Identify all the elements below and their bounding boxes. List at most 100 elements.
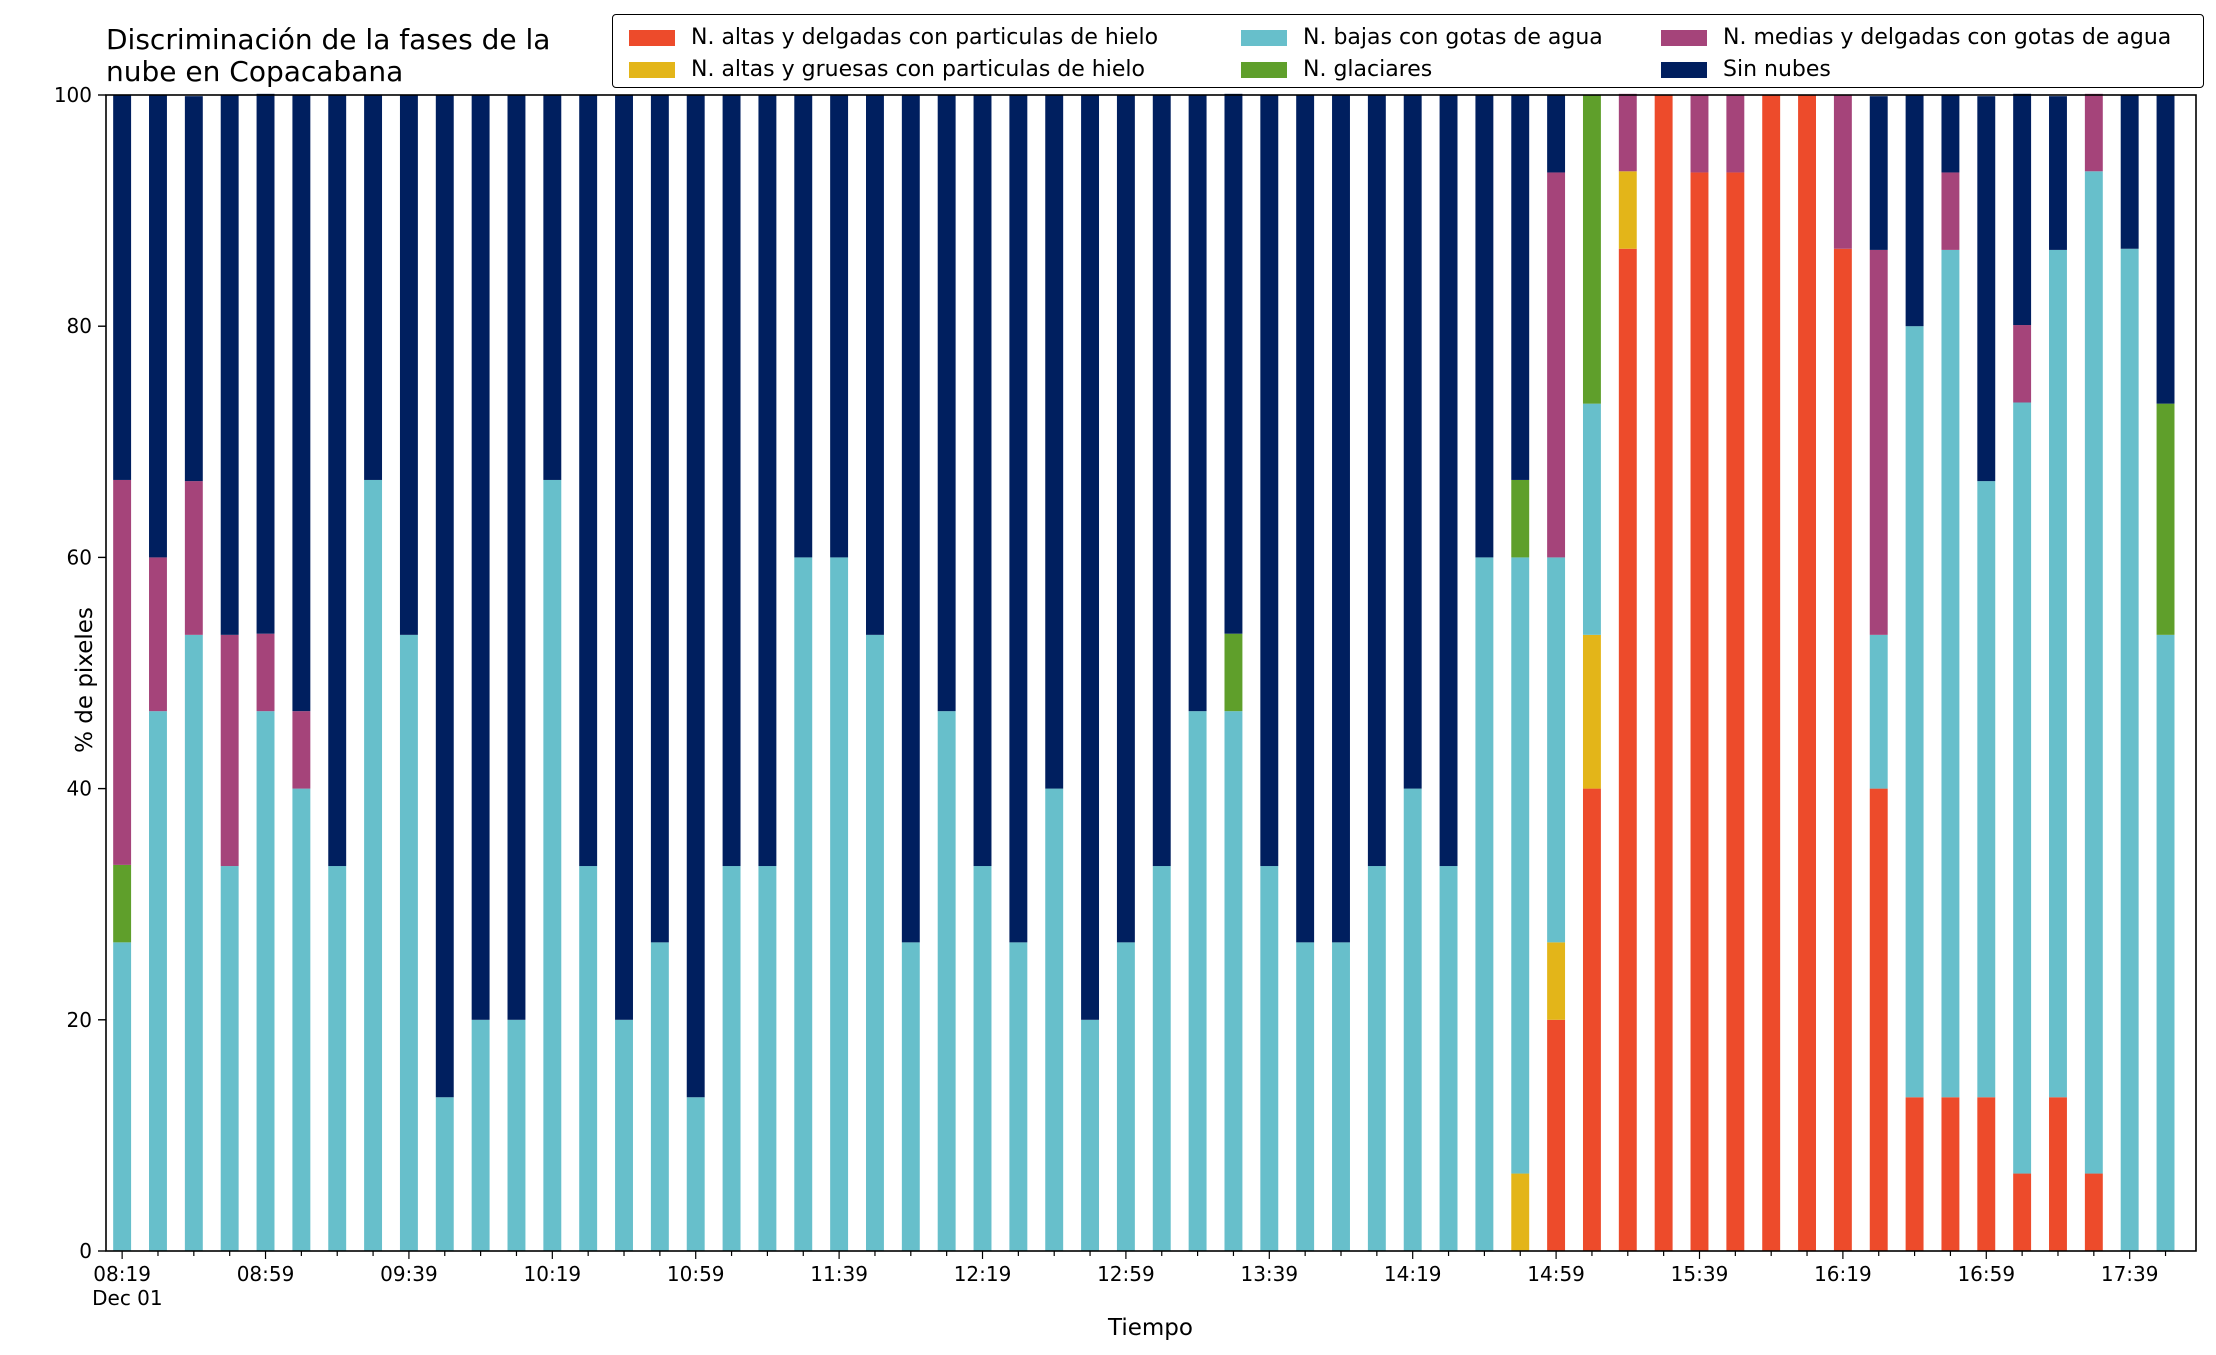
bar-segment-sin_nubes	[1547, 95, 1566, 173]
bar-segment-sin_nubes	[1439, 95, 1458, 867]
bar-segment-medias	[184, 481, 203, 635]
bar-segment-bajas	[1977, 481, 1996, 1098]
bar-segment-bajas	[2156, 634, 2175, 1251]
x-axis-label: Tiempo	[1108, 1315, 1193, 1341]
bar-segment-sin_nubes	[113, 95, 132, 480]
bar-segment-bajas	[1296, 942, 1315, 1251]
bar-segment-sin_nubes	[1009, 95, 1028, 943]
bar-segment-sin_nubes	[328, 95, 347, 867]
bar-segment-sin_nubes	[686, 95, 705, 1098]
legend-label: N. altas y delgadas con particulas de hi…	[691, 25, 1159, 50]
x-tick-label: 14:59	[1527, 1262, 1585, 1286]
legend-item-sin_nubes: Sin nubes	[1661, 57, 1831, 82]
bar-segment-altas_delgadas	[1547, 1019, 1566, 1251]
bar-segment-bajas	[1367, 866, 1386, 1251]
bar-segment-sin_nubes	[1045, 95, 1064, 789]
bar-segment-sin_nubes	[722, 95, 741, 867]
bar-segment-bajas	[1224, 711, 1243, 1251]
bar-segment-bajas	[184, 634, 203, 1251]
bar-segment-bajas	[543, 479, 562, 1251]
legend-swatch	[1241, 61, 1287, 78]
bar-segment-sin_nubes	[543, 95, 562, 480]
bar-segment-sin_nubes	[256, 93, 275, 634]
bar-segment-sin_nubes	[435, 95, 454, 1098]
x-tick-sublabel: Dec 01	[92, 1286, 163, 1310]
bar-segment-sin_nubes	[1224, 93, 1243, 634]
bar-segment-sin_nubes	[1367, 95, 1386, 867]
bar-segment-bajas	[1009, 942, 1028, 1251]
x-tick-label: 11:39	[810, 1262, 868, 1286]
bar-segment-altas_delgadas	[1869, 788, 1888, 1251]
bar-segment-medias	[1726, 95, 1745, 173]
bar-segment-altas_delgadas	[1977, 1097, 1996, 1251]
legend-item-medias: N. medias y delgadas con gotas de agua	[1661, 25, 2171, 50]
bar-segment-bajas	[399, 634, 418, 1251]
bar-segment-sin_nubes	[973, 95, 992, 867]
bar-segment-medias	[2084, 93, 2103, 172]
x-tick-label: 13:39	[1240, 1262, 1298, 1286]
bar-segment-bajas	[794, 557, 813, 1251]
bar-segment-sin_nubes	[579, 95, 598, 867]
bar-segment-bajas	[1260, 866, 1279, 1251]
x-tick-label: 08:59	[237, 1262, 295, 1286]
bar-segment-sin_nubes	[1511, 95, 1530, 480]
y-axis-label: % de pixeles	[71, 607, 98, 753]
legend-label: N. bajas con gotas de agua	[1303, 25, 1603, 50]
bar-segment-altas_delgadas	[1726, 172, 1745, 1252]
bar-segment-glaciares	[113, 864, 132, 943]
bar-segment-altas_gruesas	[1618, 171, 1637, 249]
bar-segment-sin_nubes	[1188, 95, 1207, 712]
bar-segment-medias	[113, 479, 132, 865]
x-tick-label: 16:19	[1814, 1262, 1872, 1286]
bar-segment-sin_nubes	[1116, 95, 1135, 943]
bar-segment-sin_nubes	[1260, 95, 1279, 867]
bar-segment-bajas	[1511, 557, 1530, 1174]
legend-item-bajas: N. bajas con gotas de agua	[1241, 25, 1603, 50]
bar-segment-medias	[1618, 93, 1637, 172]
bar-segment-medias	[1833, 95, 1852, 249]
legend-label: Sin nubes	[1723, 57, 1831, 82]
bar-segment-medias	[1941, 172, 1960, 250]
bar-segment-bajas	[686, 1097, 705, 1251]
bar-segment-sin_nubes	[901, 95, 920, 943]
legend-item-altas_delgadas: N. altas y delgadas con particulas de hi…	[629, 25, 1158, 50]
legend-item-glaciares: N. glaciares	[1241, 57, 1432, 82]
legend-item-altas_gruesas: N. altas y gruesas con particulas de hie…	[629, 57, 1145, 82]
bar-segment-altas_delgadas	[1618, 248, 1637, 1251]
bar-segment-bajas	[1152, 866, 1171, 1251]
bar-segment-bajas	[2049, 249, 2067, 1098]
bar-segment-bajas	[2084, 171, 2103, 1174]
bar-segment-altas_delgadas	[2013, 1173, 2032, 1251]
bar-segment-altas_delgadas	[1905, 1097, 1924, 1251]
legend-swatch	[629, 61, 675, 78]
bar-segment-sin_nubes	[2120, 95, 2139, 249]
bar-segment-sin_nubes	[1152, 95, 1171, 867]
bar-segment-bajas	[1332, 942, 1350, 1251]
bar-segment-medias	[220, 634, 239, 867]
bar-segment-bajas	[2120, 248, 2139, 1251]
bar-segment-bajas	[220, 866, 239, 1251]
bar-segment-bajas	[292, 788, 311, 1251]
bar-segment-bajas	[901, 942, 920, 1251]
bar-segment-sin_nubes	[364, 95, 383, 480]
bar-segment-bajas	[1403, 788, 1422, 1251]
legend-swatch	[1661, 29, 1707, 46]
y-tick-label: 20	[67, 1008, 92, 1032]
bar-segment-sin_nubes	[2156, 95, 2175, 404]
x-tick-label: 10:59	[667, 1262, 725, 1286]
legend-label: N. altas y gruesas con particulas de hie…	[691, 57, 1145, 82]
bar-segment-sin_nubes	[2013, 93, 2032, 326]
bar-segment-sin_nubes	[937, 95, 956, 712]
x-tick-label: 14:19	[1384, 1262, 1442, 1286]
bar-segment-bajas	[435, 1097, 454, 1251]
bar-segment-altas_delgadas	[2084, 1173, 2103, 1251]
bar-segment-altas_delgadas	[1690, 172, 1709, 1252]
bar-segment-bajas	[758, 866, 777, 1251]
bar-segment-bajas	[1941, 249, 1960, 1098]
bar-segment-bajas	[937, 711, 956, 1251]
bar-segment-sin_nubes	[1475, 95, 1494, 558]
x-tick-label: 08:19	[93, 1262, 151, 1286]
bar-segment-glaciares	[1511, 479, 1530, 558]
bar-segment-sin_nubes	[2049, 96, 2067, 250]
bar-segment-sin_nubes	[1869, 96, 1888, 250]
